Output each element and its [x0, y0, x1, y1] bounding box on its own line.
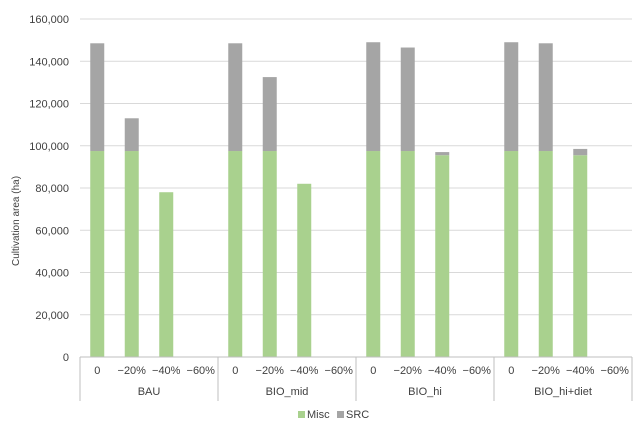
bar-misc	[228, 151, 243, 357]
bar-misc	[90, 151, 105, 357]
x-tick-label: −60%	[601, 365, 630, 377]
bar-src	[262, 77, 277, 152]
y-tick-label: 40,000	[35, 268, 69, 280]
x-tick-label: 0	[370, 365, 376, 377]
bar-src	[124, 118, 139, 152]
group-labels: BAU BIO_mid BIO_hi BIO_hi+diet	[138, 386, 592, 398]
bar-misc	[573, 155, 588, 357]
group-label: BIO_mid	[266, 386, 309, 398]
bar-misc	[538, 151, 553, 357]
y-tick-label: 60,000	[35, 225, 69, 237]
bar-misc	[159, 192, 174, 357]
x-tick-label: −60%	[463, 365, 492, 377]
x-tick-label: −40%	[428, 365, 457, 377]
bar-misc	[262, 151, 277, 357]
legend: Misc SRC	[298, 409, 369, 421]
y-tick-label: 160,000	[29, 14, 69, 26]
x-tick-label: −20%	[118, 365, 147, 377]
bar-misc	[297, 183, 312, 357]
bar-src	[228, 43, 243, 152]
x-tick-label: 0	[232, 365, 238, 377]
x-tick-label: 0	[508, 365, 514, 377]
legend-swatch-misc	[298, 411, 305, 418]
legend-label-src: SRC	[346, 409, 369, 421]
y-tick-label: 0	[63, 352, 69, 364]
legend-label-misc: Misc	[307, 409, 330, 421]
y-axis-title: Cultivation area (ha)	[11, 176, 22, 266]
bar-src	[366, 42, 381, 152]
x-tick-label: −20%	[256, 365, 285, 377]
axes	[79, 356, 633, 401]
y-tick-label: 140,000	[29, 56, 69, 68]
x-tick-label: −60%	[325, 365, 354, 377]
x-tick-label: −20%	[532, 365, 561, 377]
bar-misc	[435, 155, 450, 357]
bar-src	[573, 148, 588, 156]
bar-src	[90, 43, 105, 152]
bar-misc	[366, 151, 381, 357]
x-tick-label: 0	[94, 365, 100, 377]
group-label: BAU	[138, 386, 161, 398]
y-tick-label: 20,000	[35, 310, 69, 322]
group-label: BIO_hi	[408, 386, 442, 398]
x-tick-label: −40%	[566, 365, 595, 377]
x-tick-label: −40%	[290, 365, 319, 377]
x-tick-labels: 0 −20% −40% −60% 0 −20% −40% −60% 0 −20% −40% −60% 0…	[94, 365, 629, 377]
x-tick-label: −20%	[394, 365, 423, 377]
y-tick-label: 100,000	[29, 141, 69, 153]
x-tick-label: −40%	[152, 365, 181, 377]
bar-src	[400, 47, 415, 152]
bar-misc	[124, 151, 139, 357]
y-tick-label: 120,000	[29, 99, 69, 111]
y-tick-label: 80,000	[35, 183, 69, 195]
y-tick-labels: 0 20,000 40,000 60,000 80,000 100,000 120,000 1…	[29, 14, 69, 364]
bar-misc	[400, 151, 415, 357]
legend-swatch-src	[337, 411, 344, 418]
bar-src	[538, 43, 553, 152]
bar-src	[435, 152, 450, 156]
bar-misc	[504, 151, 519, 357]
bar-src	[504, 42, 519, 152]
bars	[90, 42, 588, 357]
x-tick-label: −60%	[187, 365, 216, 377]
group-label: BIO_hi+diet	[534, 386, 592, 398]
